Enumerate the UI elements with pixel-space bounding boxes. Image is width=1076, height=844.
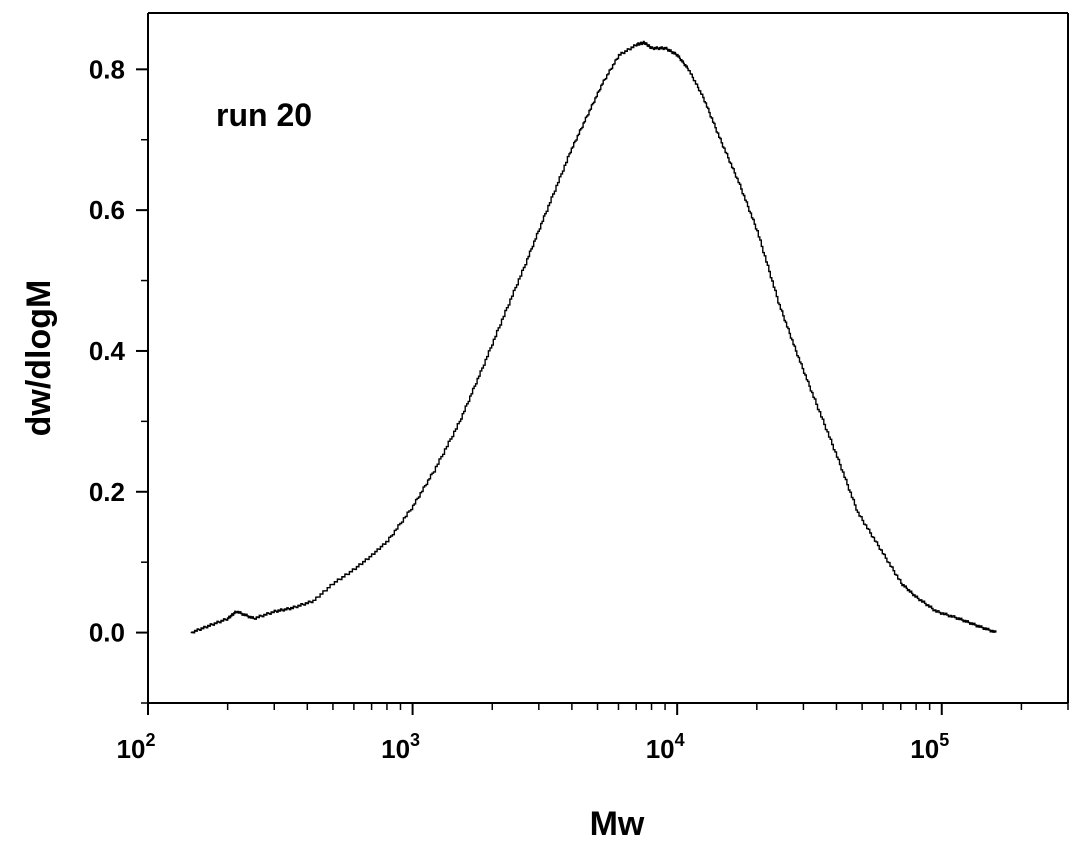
series-layer xyxy=(190,40,997,634)
y-tick-label: 0.8 xyxy=(89,54,125,84)
y-axis-title: dw/dlogM xyxy=(20,280,58,437)
axes xyxy=(147,12,1069,704)
ticks xyxy=(136,68,1069,715)
x-tick-label: 103 xyxy=(381,730,420,764)
y-tick-label: 0.6 xyxy=(89,195,125,225)
series-line xyxy=(190,40,997,634)
run-annotation: run 20 xyxy=(216,97,312,133)
tick-labels: 102 103 104 105 0.0 0.2 0.4 0.6 0.8 xyxy=(89,54,949,764)
y-tick-label: 0.4 xyxy=(89,336,126,366)
y-tick-label: 0.2 xyxy=(89,477,125,507)
x-tick-label: 105 xyxy=(910,730,949,764)
x-tick-label: 104 xyxy=(646,730,685,764)
x-tick-label: 102 xyxy=(117,730,156,764)
x-axis-title: Mw xyxy=(590,805,645,843)
y-tick-label: 0.0 xyxy=(89,618,125,648)
